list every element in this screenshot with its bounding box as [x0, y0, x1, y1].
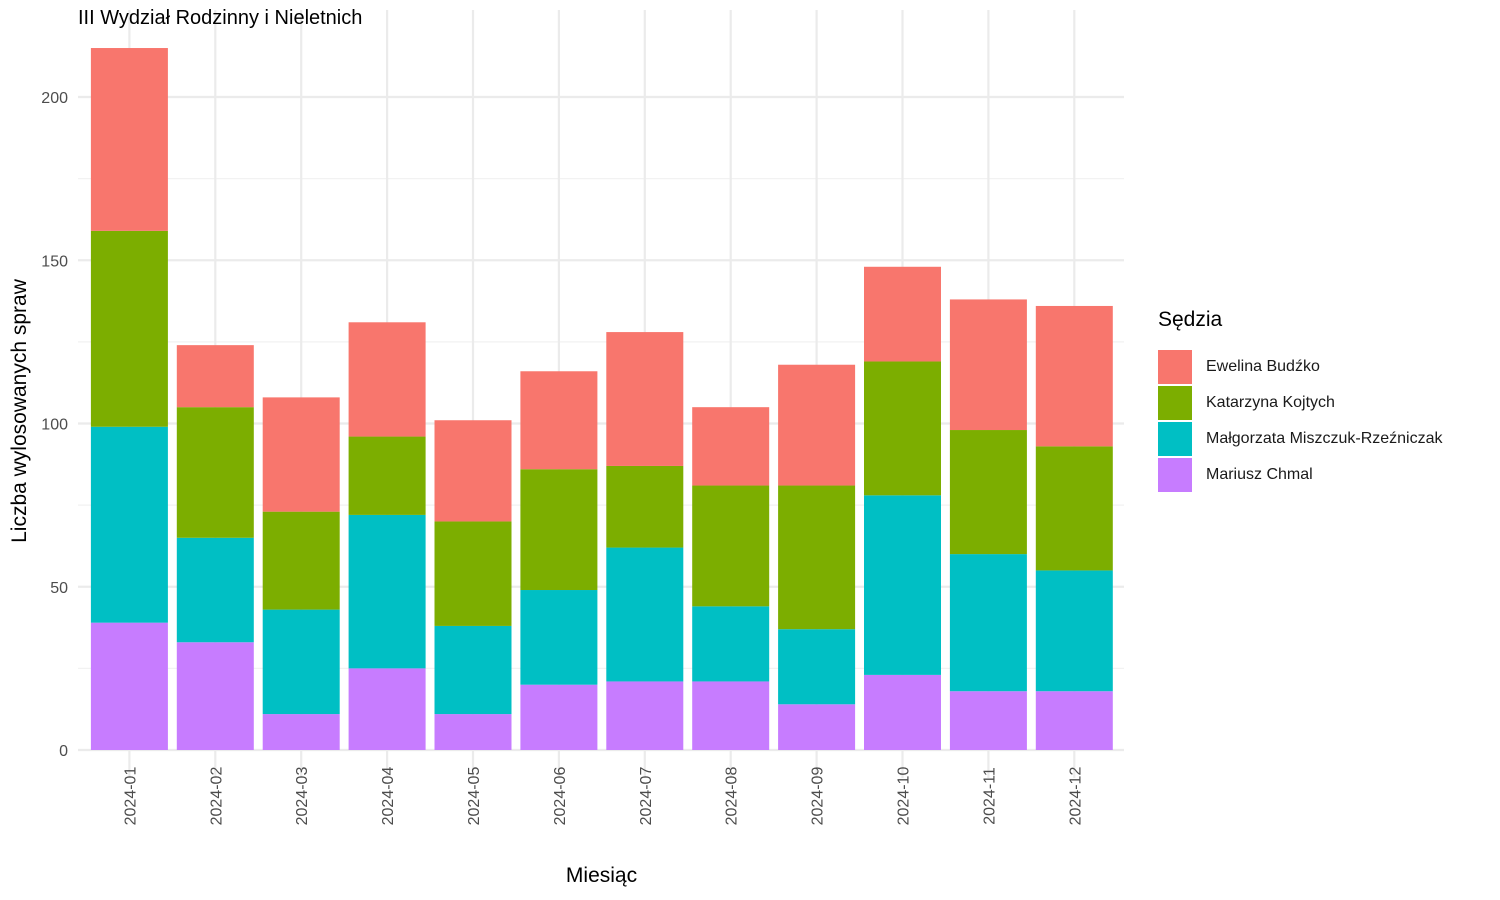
- legend-key-swatch: [1158, 350, 1192, 384]
- bar-segment: [90, 230, 168, 427]
- bar-segment: [606, 681, 684, 750]
- bar-segment: [864, 674, 941, 750]
- bar-segment: [864, 266, 941, 362]
- x-axis-label: Miesiąc: [565, 864, 638, 887]
- bar-segment: [434, 420, 512, 522]
- y-axis-ticks: 0 50 100 150 200: [41, 90, 68, 760]
- x-tick-label: 2024-03: [294, 767, 311, 826]
- bar-segment: [176, 642, 254, 750]
- bar-segment: [176, 407, 254, 538]
- bar-segment: [864, 361, 941, 496]
- x-tick-label: 2024-04: [380, 767, 397, 826]
- x-tick-label: 2024-01: [122, 767, 139, 826]
- bar-segment: [778, 629, 856, 705]
- bar-segment: [90, 48, 168, 231]
- x-tick-label: 2024-02: [208, 767, 225, 826]
- bar-segment: [606, 465, 684, 548]
- bars: [90, 48, 1113, 750]
- legend-label: Ewelina Budźko: [1206, 358, 1320, 375]
- bar-segment: [434, 714, 512, 750]
- legend-label: Katarzyna Kojtych: [1206, 394, 1335, 411]
- bar-segment: [434, 625, 512, 715]
- bar-segment: [1035, 305, 1113, 447]
- y-tick-label: 50: [50, 580, 68, 597]
- x-tick-label: 2024-08: [724, 767, 741, 826]
- bar-segment: [262, 609, 340, 715]
- bar-segment: [692, 681, 770, 750]
- legend: Sędzia Ewelina Budźko Katarzyna Kojtych Ma…: [1158, 308, 1443, 493]
- bar-segment: [949, 554, 1027, 692]
- bar-segment: [692, 485, 770, 607]
- bar-segment: [606, 332, 684, 466]
- bar-segment: [348, 436, 426, 515]
- bar-segment: [176, 345, 254, 408]
- legend-item: Małgorzata Miszczuk-Rzeźniczak: [1158, 421, 1443, 457]
- bar-segment: [348, 668, 426, 750]
- legend-item: Mariusz Chmal: [1158, 457, 1443, 493]
- x-tick-label: 2024-05: [466, 767, 483, 826]
- bar-segment: [949, 691, 1027, 750]
- bar-segment: [692, 606, 770, 682]
- legend-key-swatch: [1158, 386, 1192, 420]
- bar-segment: [1035, 570, 1113, 692]
- bar-segment: [949, 299, 1027, 431]
- y-axis-label: Liczba wylosowanych spraw: [8, 279, 31, 543]
- legend-title: Sędzia: [1158, 308, 1223, 331]
- legend-key-swatch: [1158, 458, 1192, 492]
- x-tick-label: 2024-06: [552, 767, 569, 826]
- bar-segment: [348, 322, 426, 437]
- y-tick-label: 150: [41, 253, 68, 270]
- x-tick-label: 2024-07: [638, 767, 655, 826]
- bar-segment: [520, 371, 598, 470]
- legend-items: Ewelina Budźko Katarzyna Kojtych Małgorzat…: [1158, 349, 1443, 493]
- bar-segment: [262, 714, 340, 750]
- bar-segment: [949, 430, 1027, 555]
- legend-item: Ewelina Budźko: [1158, 349, 1443, 385]
- x-tick-label: 2024-12: [1067, 767, 1084, 826]
- x-axis-ticks: 2024-01 2024-02 2024-03 2024-04 2024-05 2024-…: [122, 767, 1084, 826]
- bar-segment: [520, 684, 598, 750]
- bar-segment: [90, 426, 168, 623]
- y-tick-label: 200: [41, 90, 68, 107]
- bar-segment: [520, 469, 598, 591]
- bar-segment: [176, 537, 254, 643]
- x-tick-label: 2024-10: [896, 767, 913, 826]
- legend-label: Mariusz Chmal: [1206, 466, 1313, 483]
- legend-label: Małgorzata Miszczuk-Rzeźniczak: [1206, 430, 1443, 447]
- y-tick-label: 100: [41, 417, 68, 434]
- x-tick-label: 2024-09: [810, 767, 827, 826]
- bar-segment: [606, 547, 684, 682]
- bar-segment: [520, 590, 598, 685]
- bar-segment: [692, 407, 770, 486]
- bar-segment: [778, 704, 856, 750]
- bar-segment: [348, 514, 426, 669]
- bar-segment: [262, 397, 340, 512]
- x-tick-label: 2024-11: [981, 767, 998, 825]
- y-tick-label: 0: [59, 743, 68, 760]
- bar-segment: [90, 622, 168, 750]
- bar-segment: [778, 485, 856, 630]
- bar-segment: [1035, 446, 1113, 571]
- legend-item: Katarzyna Kojtych: [1158, 385, 1443, 421]
- chart-title: III Wydział Rodzinny i Nieletnich: [78, 7, 363, 29]
- bar-segment: [1035, 691, 1113, 750]
- bar-segment: [864, 495, 941, 675]
- bar-segment: [262, 511, 340, 610]
- bar-segment: [778, 364, 856, 486]
- legend-key-swatch: [1158, 422, 1192, 456]
- bar-segment: [434, 521, 512, 626]
